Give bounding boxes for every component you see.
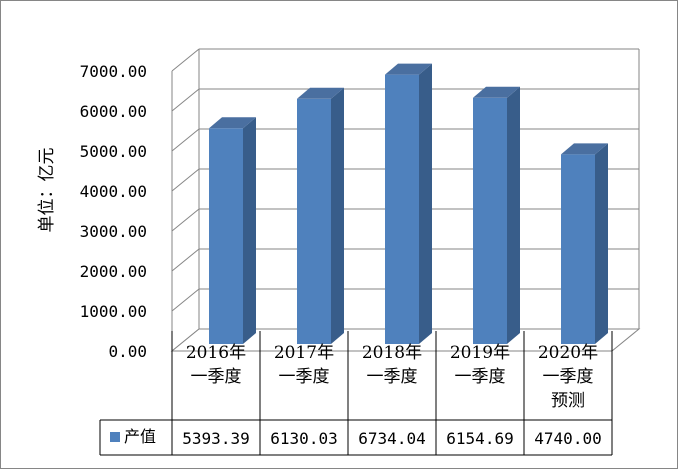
y-tick-label: 3000.00 <box>80 222 147 241</box>
bar-top <box>209 117 256 129</box>
bar <box>297 98 331 344</box>
y-tick-label: 7000.00 <box>80 62 147 81</box>
y-axis-label: 单位：亿元 <box>37 148 57 233</box>
bar-side <box>507 86 520 344</box>
bar <box>473 97 507 344</box>
bar-side <box>331 87 344 344</box>
data-label: 5393.39 <box>182 429 249 448</box>
bar-top <box>297 87 344 99</box>
gridline-side <box>171 128 200 152</box>
legend-swatch <box>110 432 120 442</box>
bar-side <box>595 143 608 344</box>
bar-top <box>561 143 608 155</box>
y-tick-label: 5000.00 <box>80 142 147 161</box>
x-tick-label: 2016年一季度 <box>186 343 246 387</box>
gridline-side <box>171 208 200 232</box>
y-tick-label: 1000.00 <box>80 302 147 321</box>
x-tick-label: 2019年一季度 <box>450 343 510 387</box>
gridline-side <box>171 88 200 112</box>
y-axis-tick-labels: 0.00 1000.00 2000.00 3000.00 4000.00 5000.00 6… <box>80 62 147 361</box>
bar-side <box>243 117 256 344</box>
x-tick-label: 2020年一季度预测 <box>538 343 598 411</box>
bar <box>561 154 595 344</box>
bar-top <box>385 63 432 75</box>
bar-side <box>419 63 432 345</box>
gridline-side <box>171 168 200 192</box>
bar-top <box>473 86 520 98</box>
y-tick-label: 6000.00 <box>80 102 147 121</box>
y-tick-label: 0.00 <box>108 342 147 361</box>
x-tick-label: 2017年一季度 <box>274 343 334 387</box>
y-tick-label: 2000.00 <box>80 262 147 281</box>
y-tick-label: 4000.00 <box>80 182 147 201</box>
bar <box>209 128 243 344</box>
gridline-side <box>171 48 200 72</box>
legend-label: 产值 <box>124 427 156 446</box>
data-table: 2016年一季度 2017年一季度 2018年一季度 2019年一季度 2020年一季度… <box>99 331 613 456</box>
data-label: 6734.04 <box>358 429 425 448</box>
bars <box>209 63 608 345</box>
x-tick-label: 2018年一季度 <box>362 343 422 387</box>
bar <box>385 74 419 344</box>
gridline-side <box>171 288 200 312</box>
gridline-side <box>171 248 200 272</box>
data-label: 6130.03 <box>270 429 337 448</box>
data-label: 4740.00 <box>534 429 601 448</box>
data-label: 6154.69 <box>446 429 513 448</box>
